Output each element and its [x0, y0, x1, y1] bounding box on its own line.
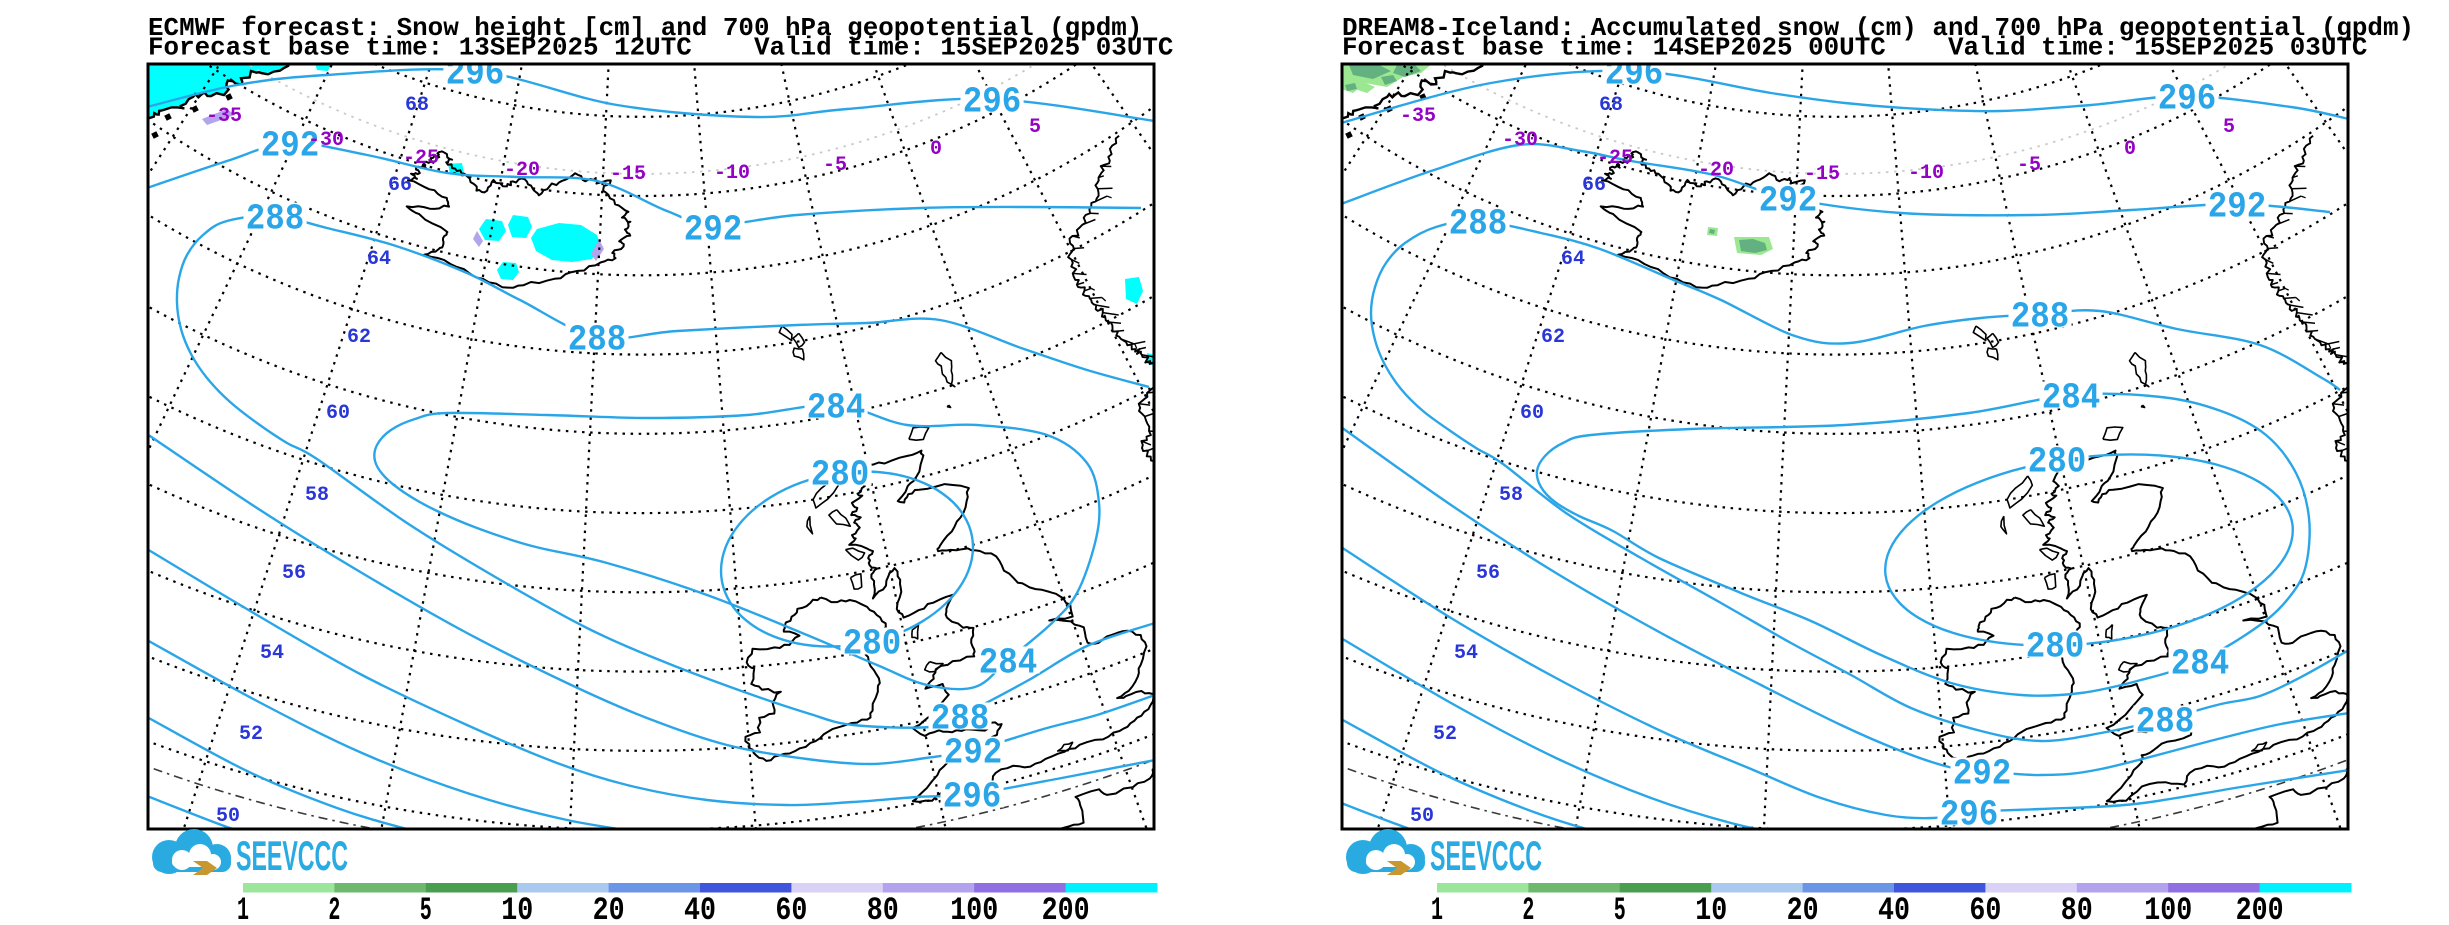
svg-text:56: 56: [1476, 562, 1500, 585]
svg-text:62: 62: [347, 326, 371, 349]
svg-text:5: 5: [2223, 116, 2235, 139]
svg-text:-30: -30: [1502, 129, 1538, 152]
svg-text:Forecast base time: 14SEP2025: Forecast base time: 14SEP2025 00UTC Vali…: [1342, 33, 2367, 63]
svg-text:50: 50: [216, 805, 240, 828]
svg-text:200: 200: [1042, 892, 1090, 925]
svg-text:292: 292: [1759, 181, 1818, 222]
svg-text:54: 54: [260, 642, 284, 665]
svg-text:40: 40: [1878, 892, 1910, 925]
svg-text:-5: -5: [2017, 154, 2041, 177]
svg-text:20: 20: [593, 892, 625, 925]
svg-text:-10: -10: [714, 162, 750, 185]
svg-text:280: 280: [843, 624, 902, 665]
svg-text:80: 80: [2061, 892, 2093, 925]
svg-text:5: 5: [420, 892, 432, 925]
svg-text:5: 5: [1029, 116, 1041, 139]
svg-text:64: 64: [367, 248, 391, 271]
svg-text:288: 288: [2011, 297, 2070, 338]
svg-text:280: 280: [2028, 442, 2087, 483]
svg-text:1: 1: [237, 892, 249, 925]
svg-text:58: 58: [1499, 484, 1523, 507]
svg-text:296: 296: [1605, 54, 1664, 95]
svg-text:288: 288: [2136, 702, 2195, 743]
svg-text:100: 100: [2144, 892, 2192, 925]
svg-text:56: 56: [282, 562, 306, 585]
svg-text:-20: -20: [1698, 159, 1734, 182]
svg-text:60: 60: [1969, 892, 2001, 925]
svg-text:2: 2: [1522, 892, 1534, 925]
svg-text:296: 296: [943, 777, 1002, 818]
svg-text:284: 284: [807, 388, 866, 429]
svg-text:-15: -15: [1804, 163, 1840, 186]
svg-text:0: 0: [2124, 138, 2136, 161]
svg-text:60: 60: [775, 892, 807, 925]
svg-text:292: 292: [2208, 187, 2267, 228]
svg-text:284: 284: [2171, 644, 2230, 685]
svg-text:60: 60: [326, 402, 350, 425]
svg-text:10: 10: [1695, 892, 1727, 925]
svg-text:10: 10: [501, 892, 533, 925]
svg-text:296: 296: [2158, 79, 2217, 120]
svg-text:280: 280: [2026, 627, 2085, 668]
svg-text:52: 52: [239, 723, 263, 746]
svg-text:-20: -20: [504, 159, 540, 182]
svg-text:284: 284: [2042, 378, 2101, 419]
svg-text:296: 296: [1940, 795, 1999, 836]
svg-text:2: 2: [328, 892, 340, 925]
svg-text:292: 292: [1953, 754, 2012, 795]
svg-text:100: 100: [950, 892, 998, 925]
svg-text:68: 68: [405, 94, 429, 117]
svg-text:292: 292: [944, 733, 1003, 774]
svg-text:SEEVCCC: SEEVCCC: [1430, 832, 1542, 879]
svg-text:64: 64: [1561, 248, 1585, 271]
svg-text:296: 296: [963, 82, 1022, 123]
svg-text:296: 296: [446, 54, 505, 95]
svg-text:284: 284: [979, 643, 1038, 684]
svg-text:280: 280: [811, 455, 870, 496]
svg-text:-35: -35: [206, 105, 242, 128]
svg-text:-5: -5: [823, 154, 847, 177]
svg-text:288: 288: [568, 320, 627, 361]
svg-text:200: 200: [2236, 892, 2284, 925]
svg-text:292: 292: [261, 126, 320, 167]
svg-text:50: 50: [1410, 805, 1434, 828]
svg-text:DREAM8-Iceland: Accumulated sn: DREAM8-Iceland: Accumulated snow (cm) an…: [1342, 13, 2414, 43]
svg-text:66: 66: [388, 174, 412, 197]
svg-text:292: 292: [684, 210, 743, 251]
svg-text:52: 52: [1433, 723, 1457, 746]
svg-text:Forecast base time: 13SEP2025: Forecast base time: 13SEP2025 12UTC Vali…: [148, 33, 1173, 63]
svg-text:-25: -25: [403, 147, 439, 170]
svg-text:288: 288: [1449, 204, 1508, 245]
svg-text:-35: -35: [1400, 105, 1436, 128]
svg-text:SEEVCCC: SEEVCCC: [236, 832, 348, 879]
svg-text:54: 54: [1454, 642, 1478, 665]
svg-text:-10: -10: [1908, 162, 1944, 185]
svg-text:58: 58: [305, 484, 329, 507]
svg-text:40: 40: [684, 892, 716, 925]
svg-text:66: 66: [1582, 174, 1606, 197]
svg-text:288: 288: [246, 199, 305, 240]
svg-text:62: 62: [1541, 326, 1565, 349]
svg-text:5: 5: [1614, 892, 1626, 925]
svg-text:1: 1: [1431, 892, 1443, 925]
svg-text:0: 0: [930, 138, 942, 161]
svg-text:-30: -30: [308, 129, 344, 152]
svg-text:80: 80: [867, 892, 899, 925]
svg-text:60: 60: [1520, 402, 1544, 425]
svg-text:-15: -15: [610, 163, 646, 186]
svg-text:ECMWF forecast: Snow height [c: ECMWF forecast: Snow height [cm] and 700…: [148, 13, 1142, 43]
svg-text:288: 288: [931, 699, 990, 740]
svg-text:20: 20: [1787, 892, 1819, 925]
svg-text:68: 68: [1599, 94, 1623, 117]
svg-text:-25: -25: [1597, 147, 1633, 170]
